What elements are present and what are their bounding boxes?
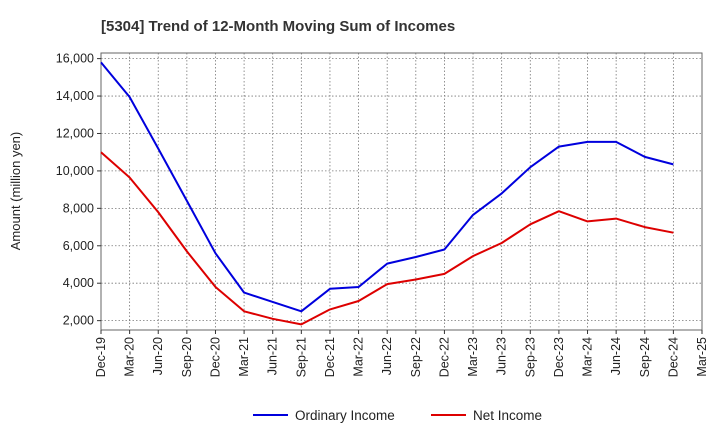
y-tick-label: 10,000 <box>56 164 94 178</box>
x-tick-label: Sep-23 <box>523 337 537 377</box>
x-tick-label: Sep-22 <box>409 337 423 377</box>
legend: Ordinary Income Net Income <box>253 408 542 423</box>
x-tick-label: Sep-20 <box>180 337 194 377</box>
chart-title: [5304] Trend of 12-Month Moving Sum of I… <box>101 18 455 35</box>
series-lines <box>100 61 674 326</box>
y-axis-label: Amount (million yen) <box>8 132 23 251</box>
x-tick-label: Jun-21 <box>266 337 280 375</box>
y-tick-label: 16,000 <box>56 52 94 66</box>
y-tick-label: 8,000 <box>63 201 94 215</box>
x-tick-label: Mar-20 <box>123 337 137 377</box>
grid-lines <box>101 53 702 330</box>
series-line-ordinary-income <box>100 61 674 313</box>
x-tick-label: Jun-23 <box>495 337 509 375</box>
x-tick-label: Mar-21 <box>237 337 251 377</box>
x-tick-label: Mar-24 <box>581 337 595 377</box>
plot-area-frame <box>100 52 703 331</box>
y-axis-ticks: 2,000 4,000 6,000 8,000 10,000 12,000 14,000 16… <box>56 52 101 328</box>
x-tick-label: Mar-22 <box>352 337 366 377</box>
x-tick-label: Jun-20 <box>151 337 165 375</box>
x-tick-label: Sep-21 <box>294 337 308 377</box>
x-tick-label: Jun-22 <box>380 337 394 375</box>
x-tick-label: Jun-24 <box>609 337 623 375</box>
y-tick-label: 4,000 <box>63 276 94 290</box>
x-tick-label: Sep-24 <box>638 337 652 377</box>
series-line-net-income <box>100 151 674 326</box>
x-tick-label: Mar-23 <box>466 337 480 377</box>
x-tick-label: Dec-19 <box>94 337 108 377</box>
x-tick-label: Dec-23 <box>552 337 566 377</box>
y-tick-label: 14,000 <box>56 89 94 103</box>
y-tick-label: 2,000 <box>63 314 94 328</box>
y-tick-label: 6,000 <box>63 239 94 253</box>
legend-label-ordinary-income: Ordinary Income <box>295 408 395 423</box>
x-tick-label: Dec-22 <box>437 337 451 377</box>
x-tick-label: Mar-25 <box>695 337 709 377</box>
legend-label-net-income: Net Income <box>473 408 542 423</box>
y-tick-label: 12,000 <box>56 126 94 140</box>
x-tick-label: Dec-24 <box>666 337 680 377</box>
x-tick-label: Dec-21 <box>323 337 337 377</box>
x-axis-ticks: Dec-19 Mar-20 Jun-20 Sep-20 Dec-20 Mar-21 Jun-… <box>94 330 709 377</box>
x-tick-label: Dec-20 <box>208 337 222 377</box>
